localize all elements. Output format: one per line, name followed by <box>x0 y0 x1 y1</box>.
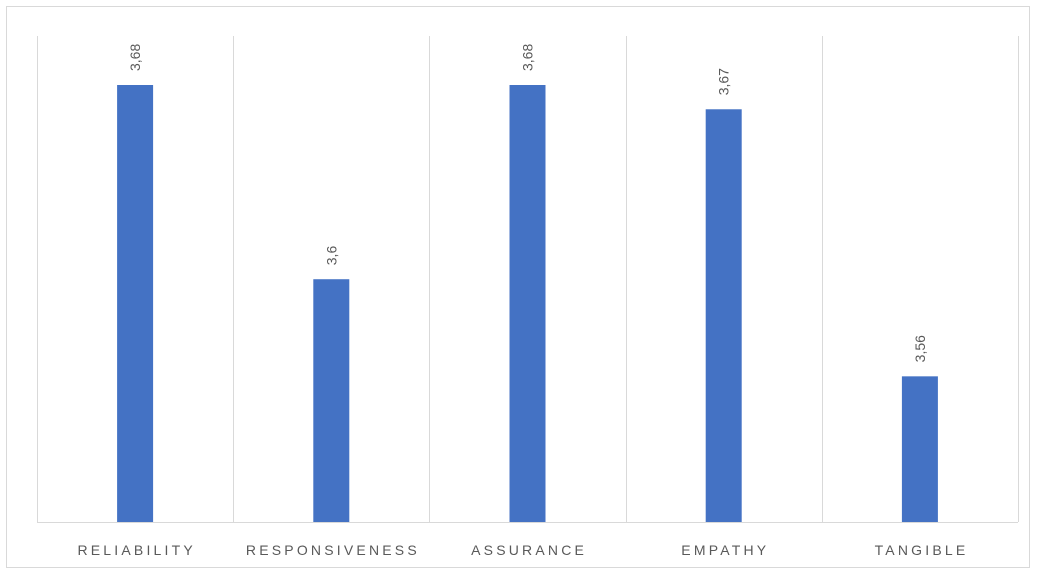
data-labels: 3,68 3,6 3,68 3,67 3,56 <box>127 44 928 363</box>
data-label-assurance: 3,68 <box>520 44 536 71</box>
bar-reliability <box>117 85 154 522</box>
x-tick-label-responsiveness: RESPONSIVENESS <box>246 542 420 558</box>
bars <box>117 85 938 523</box>
x-tick-label-tangible: TANGIBLE <box>875 542 969 558</box>
x-tick-label-reliability: RELIABILITY <box>77 542 195 558</box>
category-gridlines <box>37 36 1019 522</box>
bar-assurance <box>509 85 546 522</box>
x-tick-label-empathy: EMPATHY <box>681 542 769 558</box>
bar-responsiveness <box>313 279 350 522</box>
data-label-empathy: 3,67 <box>716 68 732 95</box>
bar-tangible <box>901 376 938 522</box>
x-tick-label-assurance: ASSURANCE <box>471 542 587 558</box>
data-label-responsiveness: 3,6 <box>323 246 339 266</box>
bar-empathy <box>705 109 742 523</box>
data-label-reliability: 3,68 <box>127 44 143 71</box>
x-axis-tick-labels: RELIABILITY RESPONSIVENESS ASSURANCE EMPATH… <box>77 542 969 558</box>
data-label-tangible: 3,56 <box>912 335 928 362</box>
